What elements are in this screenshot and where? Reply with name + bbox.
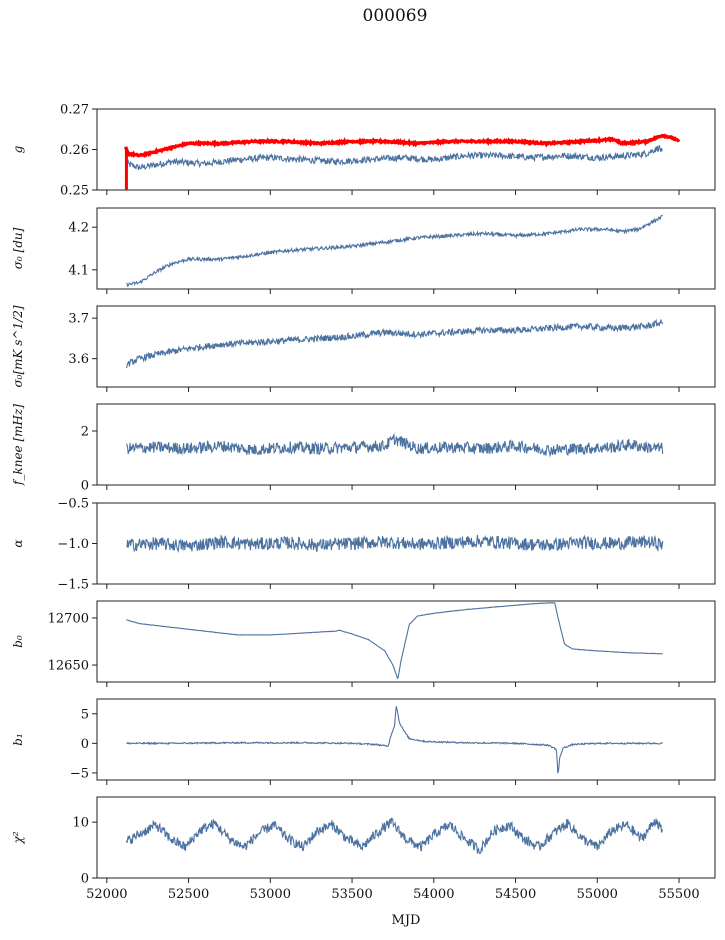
series-line-chi2-0 (125, 817, 664, 855)
y-axis-label-fknee: f_knee [mHz] (11, 404, 25, 486)
series-line-sigma0-mk-0 (125, 318, 664, 369)
axes-frame-chi2 (96, 796, 716, 879)
y-tick-label-b0: 12650 (48, 659, 89, 674)
x-tick-label: 54000 (413, 887, 454, 902)
x-tick-label: 53000 (250, 887, 291, 902)
series-line-b0-0 (126, 602, 663, 680)
y-tick-label-sigma0-mk: 3.7 (68, 312, 89, 327)
x-axis-label: MJD (392, 913, 421, 928)
y-axis-label-g: g (11, 145, 25, 153)
y-tick-label-b1: −5 (70, 766, 89, 781)
axes-frame-g (96, 108, 716, 191)
x-tick-label: 52000 (86, 887, 127, 902)
axes-frame-sigma0-du (96, 207, 716, 290)
y-tick-label-fknee: 2 (81, 425, 89, 440)
x-tick-label: 55500 (658, 887, 699, 902)
y-axis-label-b0: b₀ (11, 635, 25, 648)
y-axis-label-sigma0-mk: σ₀[mK s^1/2] (11, 305, 25, 387)
y-tick-label-g: 0.25 (60, 184, 89, 199)
x-tick-label: 52500 (168, 887, 209, 902)
y-tick-label-sigma0-mk: 3.6 (68, 352, 89, 367)
y-axis-label-sigma0-du: σ₀ [du] (11, 227, 25, 269)
x-tick-label: 54500 (495, 887, 536, 902)
series-line-alpha-0 (126, 534, 664, 553)
axes-frame-b0 (96, 600, 716, 683)
y-tick-label-g: 0.27 (60, 103, 89, 118)
y-axis-label-b1: b₁ (11, 733, 25, 746)
series-line-g-0 (125, 144, 663, 171)
y-tick-label-sigma0-du: 4.1 (68, 263, 89, 278)
y-tick-label-chi2: 10 (72, 816, 89, 831)
series-line-sigma0-du-0 (126, 214, 664, 288)
axes-frame-sigma0-mk (96, 305, 716, 388)
y-tick-label-fknee: 0 (81, 479, 89, 494)
y-tick-label-alpha: −1.5 (57, 578, 89, 593)
x-tick-label: 53500 (331, 887, 372, 902)
axes-frame-b1 (96, 698, 716, 781)
y-tick-label-b1: 0 (81, 737, 89, 752)
y-tick-label-b1: 5 (81, 707, 89, 722)
figure-title: 000069 (362, 6, 428, 26)
y-tick-label-sigma0-du: 4.2 (68, 221, 89, 236)
y-tick-label-b0: 12700 (48, 611, 89, 626)
y-tick-label-chi2: 0 (81, 872, 89, 887)
series-line-g-reference (124, 133, 681, 159)
y-axis-label-alpha: α (11, 539, 25, 547)
axes-frame-fknee (96, 403, 716, 486)
series-line-fknee-0 (125, 432, 664, 458)
x-tick-label: 55000 (577, 887, 618, 902)
y-tick-label-g: 0.26 (60, 143, 89, 158)
y-tick-label-alpha: −0.5 (57, 497, 89, 512)
y-tick-label-alpha: −1.0 (57, 537, 89, 552)
y-axis-label-chi2: χ² (11, 831, 25, 844)
series-line-b1-0 (126, 706, 663, 774)
